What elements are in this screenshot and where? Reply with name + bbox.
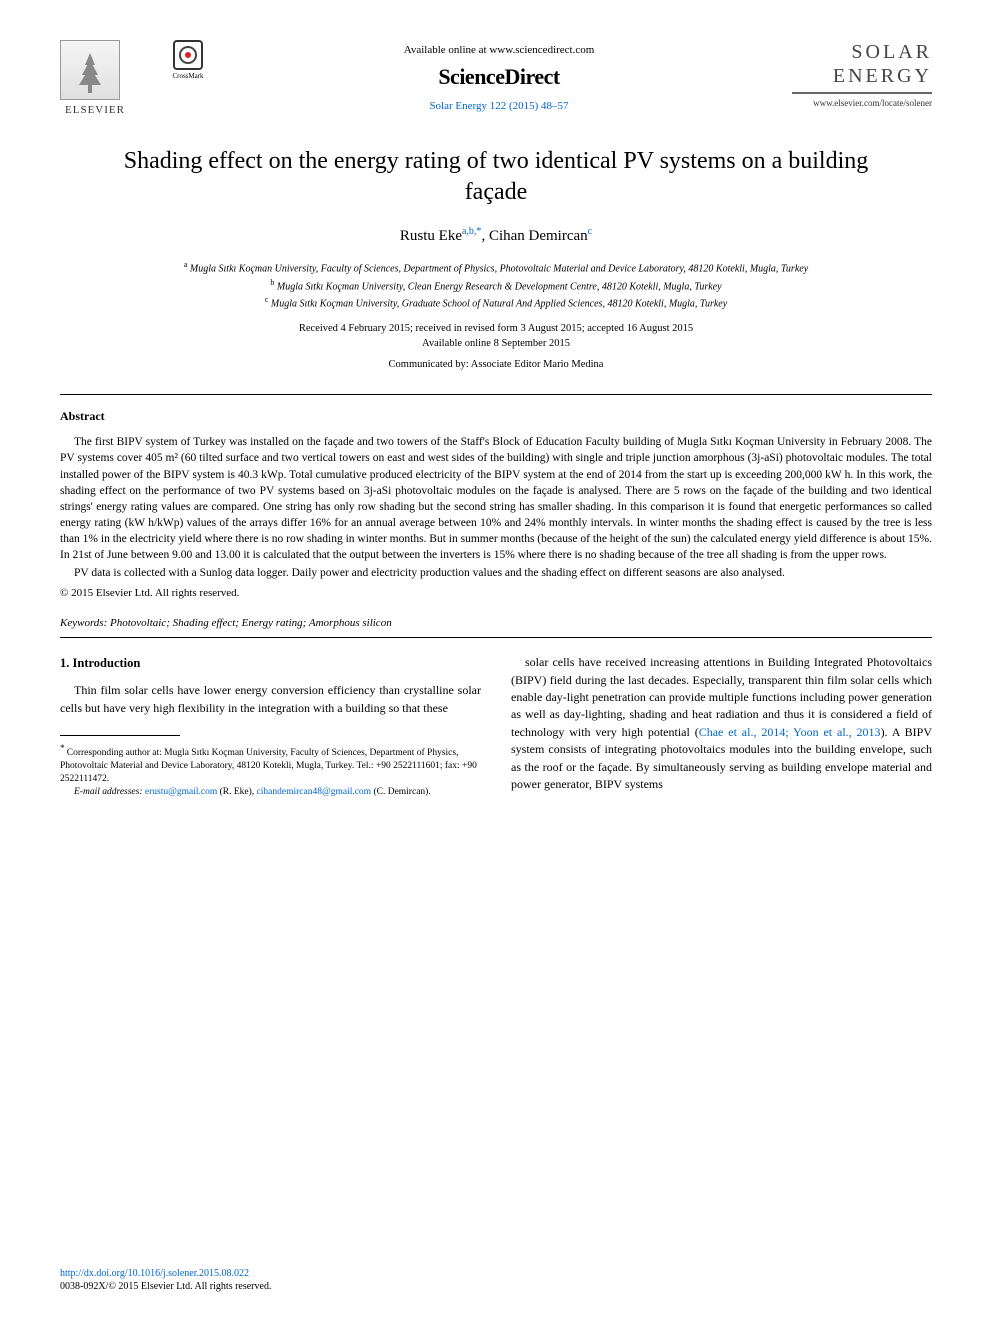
intro-columns: 1. Introduction Thin film solar cells ha… <box>60 654 932 798</box>
author-1-affil: a,b,* <box>462 226 481 237</box>
email-who-2: (C. Demircan). <box>371 787 431 797</box>
email-label: E-mail addresses: <box>74 787 145 797</box>
abstract-heading: Abstract <box>60 409 932 424</box>
communicated-by: Communicated by: Associate Editor Mario … <box>60 359 932 370</box>
elsevier-logo: ELSEVIER <box>60 40 130 116</box>
crossmark-badge[interactable]: CrossMark <box>170 40 206 80</box>
keywords-text: Photovoltaic; Shading effect; Energy rat… <box>107 617 391 629</box>
abstract-body: The first BIPV system of Turkey was inst… <box>60 434 932 581</box>
header-right: SOLAR ENERGY www.elsevier.com/locate/sol… <box>792 40 932 108</box>
divider-top <box>60 394 932 395</box>
intro-text-left: Thin film solar cells have lower energy … <box>60 682 481 717</box>
footnote-divider <box>60 735 180 736</box>
author-sep: , <box>481 228 489 244</box>
affiliation-a: a Mugla Sıtkı Koçman University, Faculty… <box>100 259 892 276</box>
journal-reference[interactable]: Solar Energy 122 (2015) 48–57 <box>206 100 792 112</box>
abstract-para-1: The first BIPV system of Turkey was inst… <box>60 434 932 563</box>
crossmark-label: CrossMark <box>170 72 206 80</box>
page-header: ELSEVIER CrossMark Available online at w… <box>60 40 932 116</box>
page-footer: http://dx.doi.org/10.1016/j.solener.2015… <box>60 1267 271 1293</box>
sciencedirect-logo: ScienceDirect <box>206 64 792 90</box>
author-2: Cihan Demircan <box>489 228 588 244</box>
issn-line: 0038-092X/© 2015 Elsevier Ltd. All right… <box>60 1281 271 1292</box>
authors-line: Rustu Ekea,b,*, Cihan Demircanc <box>60 226 932 245</box>
author-1: Rustu Eke <box>400 228 462 244</box>
affiliation-b: b Mugla Sıtkı Koçman University, Clean E… <box>100 277 892 294</box>
email-link-2[interactable]: cihandemircan48@gmail.com <box>257 787 372 797</box>
intro-col-right: solar cells have received increasing att… <box>511 654 932 798</box>
journal-cover-title: SOLAR ENERGY <box>792 40 932 94</box>
header-left: ELSEVIER CrossMark <box>60 40 206 116</box>
keywords-label: Keywords: <box>60 617 107 629</box>
footnote-corr-text: Corresponding author at: Mugla Sıtkı Koç… <box>60 748 477 784</box>
doi-link[interactable]: http://dx.doi.org/10.1016/j.solener.2015… <box>60 1268 249 1279</box>
header-center: Available online at www.sciencedirect.co… <box>206 40 792 112</box>
copyright-line: © 2015 Elsevier Ltd. All rights reserved… <box>60 587 932 599</box>
abstract-para-2: PV data is collected with a Sunlog data … <box>60 565 932 581</box>
corresponding-footnote: * Corresponding author at: Mugla Sıtkı K… <box>60 742 481 786</box>
author-2-affil: c <box>588 226 592 237</box>
keywords-line: Keywords: Photovoltaic; Shading effect; … <box>60 617 932 629</box>
affiliations-block: a Mugla Sıtkı Koçman University, Faculty… <box>100 259 892 311</box>
journal-name-line1: SOLAR <box>851 41 932 63</box>
intro-heading: 1. Introduction <box>60 654 481 672</box>
elsevier-tree-icon <box>60 40 120 100</box>
email-footnote: E-mail addresses: erustu@gmail.com (R. E… <box>60 786 481 799</box>
article-title: Shading effect on the energy rating of t… <box>100 146 892 208</box>
available-date: Available online 8 September 2015 <box>60 338 932 349</box>
email-who-1: (R. Eke), <box>217 787 256 797</box>
received-dates: Received 4 February 2015; received in re… <box>60 323 932 334</box>
divider-bottom <box>60 637 932 638</box>
journal-name-line2: ENERGY <box>833 65 932 87</box>
journal-url[interactable]: www.elsevier.com/locate/solener <box>792 98 932 108</box>
crossmark-icon <box>173 40 203 70</box>
footnote-star: * <box>60 743 67 753</box>
elsevier-label: ELSEVIER <box>60 104 130 116</box>
citation-link[interactable]: Chae et al., 2014; Yoon et al., 2013 <box>699 725 881 739</box>
intro-col-left: 1. Introduction Thin film solar cells ha… <box>60 654 481 798</box>
email-link-1[interactable]: erustu@gmail.com <box>145 787 217 797</box>
intro-text-right: solar cells have received increasing att… <box>511 654 932 793</box>
available-online: Available online at www.sciencedirect.co… <box>206 44 792 56</box>
affiliation-c: c Mugla Sıtkı Koçman University, Graduat… <box>100 294 892 311</box>
